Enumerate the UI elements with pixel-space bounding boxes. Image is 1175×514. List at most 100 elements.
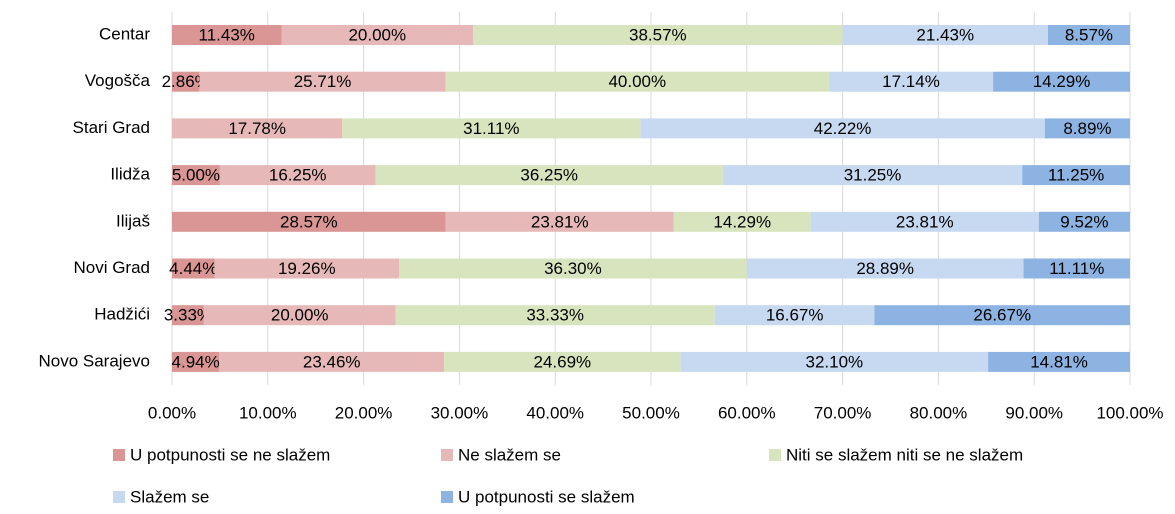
y-tick-label: Novo Sarajevo xyxy=(38,351,150,370)
bar-segment xyxy=(828,71,994,92)
y-tick-label: Ilijaš xyxy=(116,211,150,230)
data-label: 23.46% xyxy=(303,352,361,371)
bar-segment xyxy=(445,211,674,232)
data-label: 9.52% xyxy=(1060,212,1108,231)
data-label: 5.00% xyxy=(172,166,220,185)
bar-segment xyxy=(199,71,446,92)
legend-label: Slažem se xyxy=(130,487,209,506)
x-tick-label: 10.00% xyxy=(239,403,297,422)
bar-segment xyxy=(722,165,1023,186)
data-label: 38.57% xyxy=(629,25,687,44)
bar-segment xyxy=(993,71,1130,92)
y-tick-label: Vogošča xyxy=(85,71,151,90)
bar-segment xyxy=(746,258,1024,279)
data-label: 11.11% xyxy=(1049,259,1104,278)
x-tick-label: 40.00% xyxy=(526,403,584,422)
data-label: 28.57% xyxy=(280,212,338,231)
data-label: 14.81% xyxy=(1030,352,1088,371)
data-label: 31.11% xyxy=(463,119,519,138)
legend-label: U potpunosti se slažem xyxy=(458,487,635,506)
bar-segment xyxy=(444,351,681,372)
bar-segment xyxy=(172,211,446,232)
bar-segment xyxy=(1022,165,1130,186)
data-label: 8.57% xyxy=(1065,25,1113,44)
bar-segment xyxy=(714,305,875,326)
bar-segment xyxy=(281,25,474,45)
bar-segment xyxy=(219,165,376,186)
y-tick-label: Ilidža xyxy=(110,165,150,184)
bar-segment xyxy=(203,305,396,326)
x-tick-label: 20.00% xyxy=(335,403,393,422)
bar-segment xyxy=(375,165,723,186)
x-tick-label: 60.00% xyxy=(718,403,776,422)
bar-segment xyxy=(172,25,282,45)
data-label: 4.44% xyxy=(169,259,217,278)
legend-swatch xyxy=(441,491,453,503)
bar-segment xyxy=(1044,118,1130,139)
data-label: 20.00% xyxy=(271,306,329,325)
x-tick-label: 90.00% xyxy=(1005,403,1063,422)
data-label: 31.25% xyxy=(844,166,902,185)
bar-segment xyxy=(172,165,220,186)
data-label: 16.67% xyxy=(766,306,824,325)
bar-segment xyxy=(673,211,811,232)
bar-segment xyxy=(399,258,747,279)
data-label: 14.29% xyxy=(1033,72,1091,91)
data-label: 23.81% xyxy=(896,212,954,231)
bar-segment xyxy=(874,305,1130,326)
x-tick-label: 30.00% xyxy=(431,403,489,422)
data-label: 36.25% xyxy=(520,166,578,185)
data-label: 26.67% xyxy=(973,306,1031,325)
y-tick-label: Centar xyxy=(99,24,150,43)
bar-segment xyxy=(219,351,445,372)
bar-segment xyxy=(172,305,204,326)
bar-segment xyxy=(1047,25,1130,45)
data-label: 40.00% xyxy=(608,72,666,91)
legend-label: Niti se slažem niti se ne slažem xyxy=(786,445,1023,464)
data-label: 2.86% xyxy=(162,72,210,91)
data-label: 23.81% xyxy=(531,212,589,231)
bar-segment xyxy=(172,118,343,139)
data-label: 17.14% xyxy=(882,72,940,91)
bar-segment xyxy=(214,258,400,279)
bar-segment xyxy=(473,25,843,45)
bar-segment xyxy=(842,25,1048,45)
data-label: 17.78% xyxy=(228,119,286,138)
y-tick-label: Novi Grad xyxy=(73,258,150,277)
data-label: 33.33% xyxy=(526,306,584,325)
bar-segment xyxy=(172,351,220,372)
x-tick-label: 70.00% xyxy=(814,403,872,422)
legend-label: Ne slažem se xyxy=(458,445,561,464)
x-tick-label: 0.00% xyxy=(148,403,196,422)
data-label: 28.89% xyxy=(856,259,914,278)
legend-label: U potpunosti se ne slažem xyxy=(130,445,330,464)
data-label: 32.10% xyxy=(806,352,864,371)
legend-swatch xyxy=(441,449,453,461)
data-label: 24.69% xyxy=(534,352,592,371)
bar-segment xyxy=(342,118,641,139)
legend-swatch xyxy=(769,449,781,461)
legend-swatch xyxy=(113,449,125,461)
bar-segment xyxy=(172,71,200,92)
bar-segment xyxy=(810,211,1039,232)
bar-segment xyxy=(445,71,829,92)
data-label: 14.29% xyxy=(713,212,771,231)
data-label: 21.43% xyxy=(916,25,974,44)
x-tick-label: 50.00% xyxy=(622,403,680,422)
x-tick-label: 100.00% xyxy=(1096,403,1163,422)
bar-segment xyxy=(172,258,215,279)
bar-segment xyxy=(1023,258,1130,279)
bar-segment xyxy=(1038,211,1130,232)
data-label: 11.25% xyxy=(1048,166,1104,185)
legend-swatch xyxy=(113,491,125,503)
data-label: 8.89% xyxy=(1063,119,1111,138)
y-tick-label: Stari Grad xyxy=(73,118,150,137)
data-label: 16.25% xyxy=(269,166,327,185)
bar-segment xyxy=(640,118,1045,139)
data-label: 3.33% xyxy=(164,306,212,325)
data-label: 20.00% xyxy=(348,25,406,44)
bar-segment xyxy=(680,351,989,372)
data-label: 4.94% xyxy=(172,352,220,371)
data-label: 11.43% xyxy=(199,25,255,44)
